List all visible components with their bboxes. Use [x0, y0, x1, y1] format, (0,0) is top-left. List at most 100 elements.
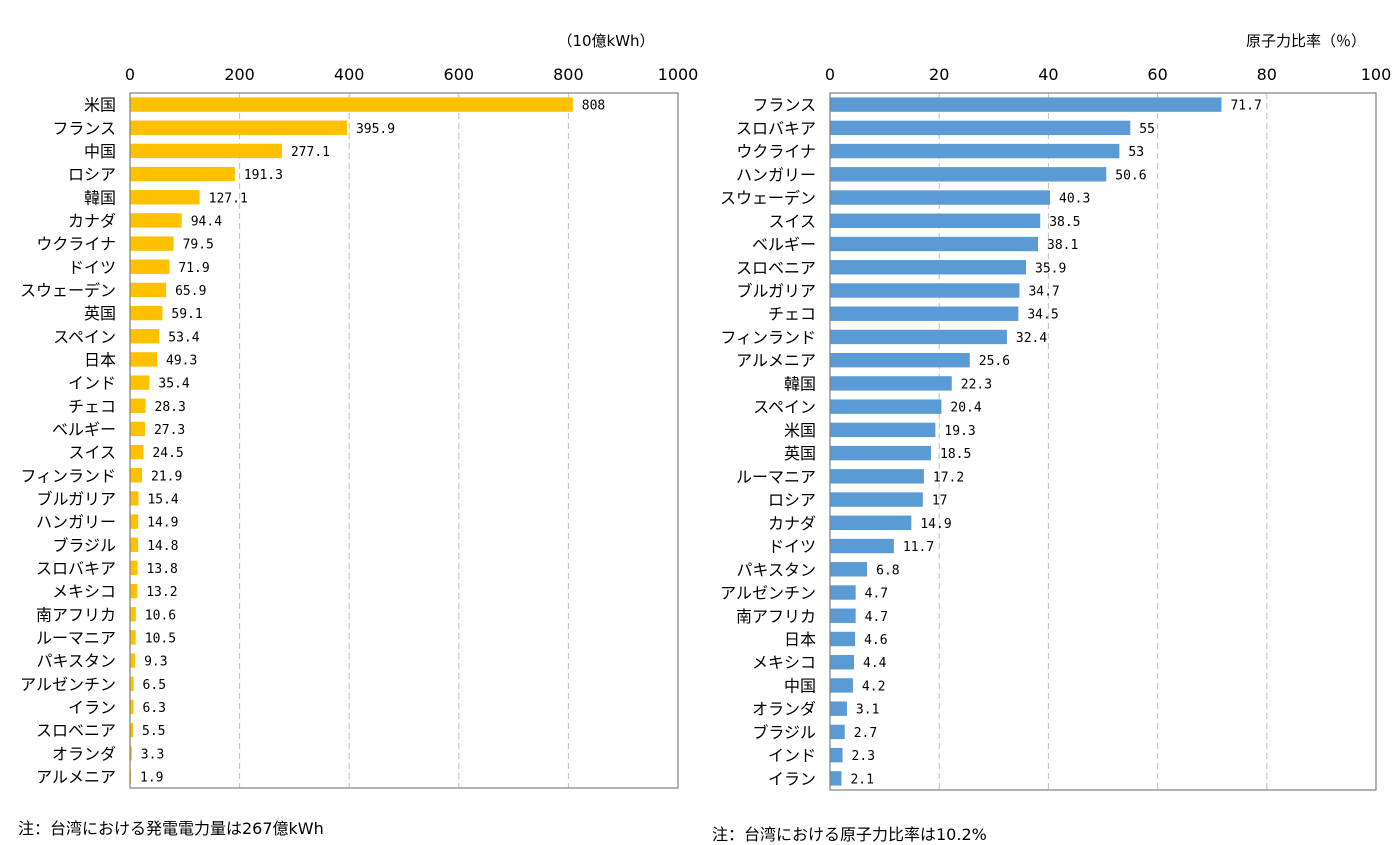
category-label: メキシコ — [52, 582, 116, 601]
category-label: スウェーデン — [20, 281, 116, 300]
bar — [830, 399, 942, 414]
value-label: 15.4 — [147, 492, 178, 507]
category-label: イラン — [768, 769, 816, 788]
value-label: 21.9 — [151, 469, 182, 484]
category-label: スイス — [768, 212, 816, 231]
value-label: 34.5 — [1027, 308, 1058, 323]
bar — [830, 376, 952, 391]
value-label: 38.5 — [1049, 215, 1080, 230]
value-label: 20.4 — [950, 401, 981, 416]
tick-label: 0 — [825, 65, 835, 84]
value-label: 17.2 — [933, 470, 964, 485]
value-label: 1.9 — [140, 770, 163, 785]
value-label: 19.3 — [944, 424, 975, 439]
bar — [830, 422, 936, 438]
category-label: 英国 — [84, 304, 116, 323]
category-label: ロシア — [68, 165, 116, 184]
category-label: イラン — [68, 698, 116, 717]
bar — [130, 120, 347, 135]
tick-label: 0 — [125, 65, 135, 84]
generation-chart: 0 200 400 600 800 1000（10億kWh） 米国 808 フランス 395.9 中… — [20, 32, 698, 789]
value-label: 6.8 — [876, 563, 899, 578]
tick-label: 40 — [1038, 65, 1058, 84]
value-label: 28.3 — [155, 400, 186, 415]
category-label: アルメニア — [36, 767, 116, 786]
value-label: 395.9 — [356, 122, 395, 137]
bar — [130, 722, 134, 738]
value-label: 6.3 — [142, 701, 165, 716]
category-label: 日本 — [84, 350, 116, 369]
bar — [830, 747, 843, 763]
value-label: 13.8 — [147, 562, 178, 577]
bar — [830, 608, 856, 623]
value-label: 4.7 — [865, 587, 888, 602]
value-label: 277.1 — [291, 145, 330, 160]
bar — [130, 213, 182, 228]
bar — [830, 143, 1120, 159]
value-label: 4.7 — [865, 610, 888, 625]
category-label: アルゼンチン — [720, 584, 816, 603]
bar — [130, 236, 174, 251]
value-label: 53 — [1128, 145, 1144, 160]
category-label: フランス — [52, 119, 116, 138]
bar — [830, 352, 970, 368]
category-label: 中国 — [784, 676, 816, 695]
tick-label: 60 — [1147, 65, 1167, 84]
bar — [830, 631, 856, 647]
bar — [130, 166, 235, 182]
value-label: 10.6 — [145, 608, 176, 623]
category-label: 韓国 — [784, 374, 816, 393]
bar — [830, 190, 1051, 205]
value-label: 11.7 — [903, 540, 934, 555]
bar — [830, 701, 847, 716]
category-label: ルーマニア — [36, 628, 116, 647]
value-label: 5.5 — [142, 724, 165, 739]
bar — [130, 97, 573, 112]
bar — [130, 607, 136, 622]
value-label: 94.4 — [191, 214, 222, 229]
unit-label: 原子力比率（％） — [1246, 32, 1366, 50]
bar — [830, 538, 894, 554]
value-label: 55 — [1139, 122, 1155, 137]
bar — [130, 305, 163, 321]
bar — [830, 562, 868, 577]
category-label: ドイツ — [768, 537, 816, 556]
category-label: ハンガリー — [36, 513, 116, 532]
category-label: ブラジル — [752, 723, 816, 742]
bar — [130, 630, 136, 645]
value-label: 71.9 — [178, 261, 209, 276]
bar — [830, 515, 912, 531]
bar — [130, 282, 167, 298]
bar — [830, 260, 1027, 275]
category-label: ウクライナ — [36, 235, 116, 254]
category-label: スウェーデン — [720, 189, 816, 208]
category-label: スロバキア — [36, 559, 116, 578]
category-label: ブルガリア — [36, 489, 116, 508]
value-label: 35.9 — [1035, 261, 1066, 276]
value-label: 22.3 — [961, 377, 992, 392]
bar — [130, 329, 160, 344]
category-label: スイス — [68, 443, 116, 462]
tick-label: 400 — [334, 65, 365, 84]
value-label: 3.1 — [856, 703, 879, 718]
bar — [130, 514, 139, 529]
bar — [830, 724, 845, 740]
value-label: 3.3 — [141, 747, 164, 762]
bar — [130, 491, 139, 506]
category-label: 中国 — [84, 142, 116, 161]
category-label: ハンガリー — [736, 165, 816, 184]
category-label: カナダ — [68, 211, 116, 230]
tick-label: 600 — [444, 65, 475, 84]
category-label: ドイツ — [68, 258, 116, 277]
bar — [830, 236, 1039, 252]
category-label: 米国 — [784, 421, 816, 440]
value-label: 13.2 — [146, 585, 177, 600]
value-label: 25.6 — [979, 354, 1010, 369]
bar — [130, 143, 282, 159]
value-label: 2.7 — [854, 726, 877, 741]
bar — [130, 699, 134, 715]
bar — [130, 746, 132, 761]
value-label: 49.3 — [166, 353, 197, 368]
value-label: 14.8 — [147, 539, 178, 554]
value-label: 14.9 — [147, 516, 178, 531]
